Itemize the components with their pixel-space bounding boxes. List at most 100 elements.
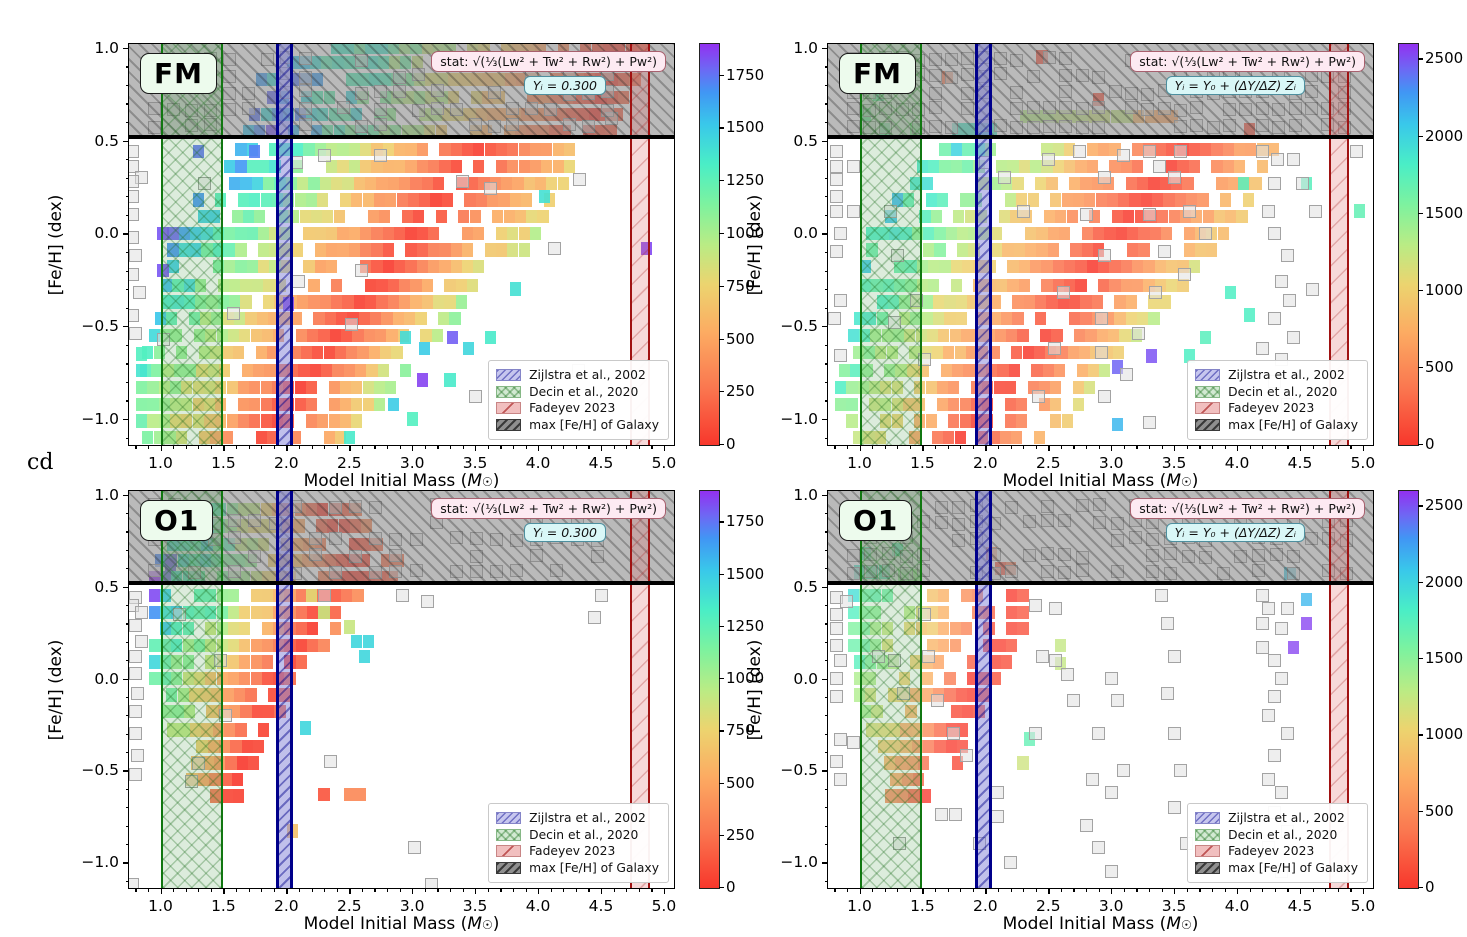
x-major-tick (985, 888, 987, 894)
heat-cell (371, 243, 383, 257)
heat-cell (169, 414, 182, 428)
heat-cell (333, 210, 345, 224)
heat-cell (237, 414, 250, 428)
heat-cell (1206, 243, 1218, 257)
y-minor-tick (824, 641, 828, 643)
heat-cell (957, 739, 969, 754)
heat-cell (1300, 592, 1312, 607)
heat-cell (1225, 210, 1237, 224)
heat-cell (907, 789, 920, 803)
heat-cell (324, 312, 336, 326)
y-major-tick (822, 770, 828, 772)
heat-cell (871, 704, 883, 719)
heat-cell (212, 243, 224, 257)
heat-cell (503, 210, 515, 224)
heat-cell (368, 345, 381, 359)
heat-cell (393, 159, 406, 174)
heat-cell (1177, 278, 1189, 292)
y-major-tick (123, 47, 129, 49)
heat-cell (1154, 260, 1166, 274)
panel-tag: O1 (839, 500, 913, 541)
heat-cell (294, 397, 306, 411)
x-minor-tick (236, 445, 238, 449)
heat-cell (193, 605, 206, 619)
heat-cell (322, 210, 334, 224)
y-major-tick (822, 233, 828, 235)
heat-cell (343, 787, 355, 801)
y-minor-tick (824, 623, 828, 625)
heat-cell (215, 414, 227, 428)
heat-cell (838, 364, 850, 378)
heat-cell (1057, 295, 1069, 309)
heat-cell (407, 193, 420, 207)
x-minor-tick (1136, 445, 1138, 449)
x-minor-tick (1312, 888, 1314, 892)
x-minor-tick (1312, 445, 1314, 449)
unconverged-model-square (830, 145, 844, 159)
heat-cell (227, 622, 240, 636)
heat-cell (1250, 176, 1262, 190)
colorbar-tick-label: 250 (726, 825, 755, 844)
heat-cell (1069, 312, 1081, 326)
heat-cell (870, 622, 882, 636)
colorbar-tick (1418, 289, 1423, 292)
colorbar-tick (719, 180, 724, 182)
heat-cell (1030, 159, 1042, 174)
unconverged-model-square (897, 686, 910, 700)
heat-cell (1016, 414, 1028, 428)
y-minor-tick (824, 103, 828, 105)
heat-cell (926, 589, 939, 603)
heat-cell (918, 756, 930, 770)
x-tick-label: 4.0 (1224, 454, 1250, 472)
x-minor-tick (500, 445, 502, 449)
panel-o1-scaled-helium: 1.0 1.5 2.0 2.5 3.0 3.5 4.0 4.5 5.0 1.0 0.5 0.0 −0.5… (745, 486, 1375, 934)
heat-cell (381, 312, 393, 326)
heat-cell (1013, 243, 1025, 257)
heat-cell (229, 176, 241, 190)
unconverged-model-square (1161, 616, 1175, 630)
stat-annotation: stat: √(⅓(Lw² + Tw² + Rw²) + Pw²) (1130, 51, 1365, 72)
heat-cell (446, 330, 459, 344)
heat-cell (1075, 278, 1087, 292)
unconverged-model-square (1004, 855, 1017, 869)
heat-cell (484, 143, 496, 157)
heat-cell (385, 193, 397, 207)
heat-cell (1061, 193, 1073, 207)
heat-cell (171, 622, 183, 636)
heat-cell (183, 295, 196, 309)
heat-cell (235, 723, 247, 737)
unconverged-model-square (1255, 589, 1269, 603)
heat-cell (1111, 360, 1124, 374)
heat-cell (237, 193, 250, 207)
unconverged-model-square (1268, 176, 1282, 190)
heat-cell (881, 589, 893, 603)
x-minor-tick (997, 445, 1000, 449)
unconverged-model-square (991, 785, 1005, 799)
band-z (276, 44, 293, 445)
heat-cell (148, 328, 160, 343)
heat-cell (362, 635, 374, 649)
heat-cell (905, 704, 917, 719)
heat-cell (205, 671, 217, 686)
colorbar-tick (1418, 658, 1423, 660)
heat-cell (926, 605, 939, 619)
colorbar-tick-label: 250 (726, 382, 755, 401)
heat-cell (183, 278, 196, 292)
y-tick-label: 0.0 (793, 669, 818, 688)
x-minor-tick (1123, 445, 1126, 449)
stat-annotation: stat: √(⅓(Lw² + Tw² + Rw²) + Pw²) (431, 498, 666, 519)
heat-cell (1012, 176, 1024, 190)
heat-cell (188, 688, 201, 702)
legend-swatch-z (1195, 812, 1221, 824)
heat-cell (386, 328, 398, 343)
heat-cell (950, 260, 962, 274)
colorbar-tick (1418, 581, 1423, 583)
heat-cell (231, 210, 243, 224)
heat-cell (960, 622, 973, 636)
unconverged-model-square (871, 649, 885, 663)
heat-cell (495, 226, 508, 241)
heat-cell (225, 756, 237, 770)
heat-cell (880, 414, 892, 428)
heat-cell (362, 193, 374, 207)
heat-cell (904, 622, 916, 636)
